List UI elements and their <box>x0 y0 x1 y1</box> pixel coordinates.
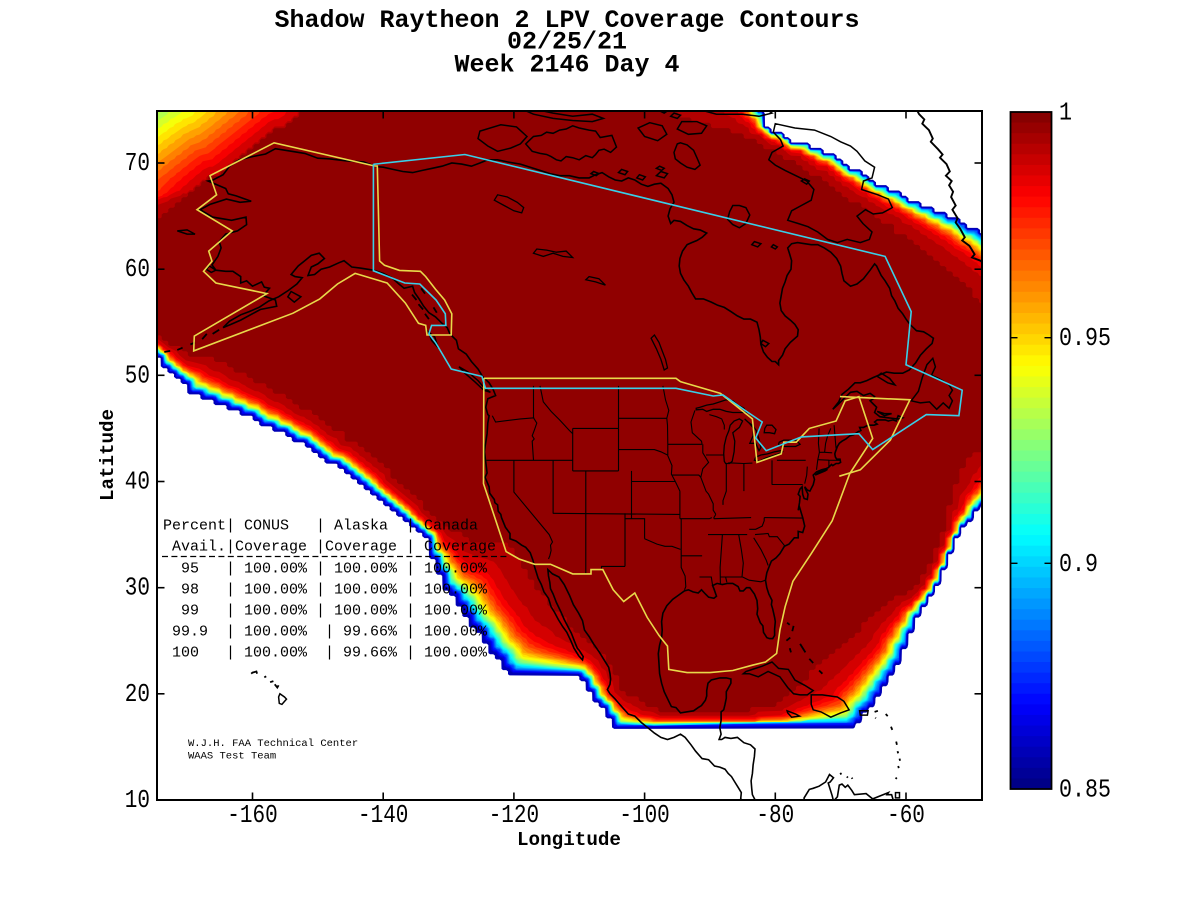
svg-text:-80: -80 <box>756 800 794 830</box>
svg-text:95 | 100.00% | 100.00% | 100: 95 | 100.00% | 100.00% | 100.00% <box>163 561 488 578</box>
svg-text:99 | 100.00% | 100.00% | 100: 99 | 100.00% | 100.00% | 100.00% <box>163 603 488 620</box>
svg-text:Latitude: Latitude <box>97 409 119 501</box>
svg-text:60: 60 <box>125 254 150 284</box>
svg-text:Percent| CONUS | Alaska | C: Percent| CONUS | Alaska | Canada <box>163 518 478 535</box>
svg-text:Week 2146 Day 4: Week 2146 Day 4 <box>455 51 680 80</box>
svg-text:02/25/21: 02/25/21 <box>507 28 627 57</box>
svg-text:40: 40 <box>125 467 150 497</box>
svg-text:98 | 100.00% | 100.00% | 100: 98 | 100.00% | 100.00% | 100.00% <box>163 582 488 599</box>
svg-text:0.9: 0.9 <box>1059 549 1098 579</box>
svg-text:-60: -60 <box>887 800 925 830</box>
svg-text:10: 10 <box>125 785 150 815</box>
svg-text:Longitude: Longitude <box>517 829 621 851</box>
svg-text:30: 30 <box>125 573 150 603</box>
svg-text:1: 1 <box>1059 98 1072 128</box>
svg-text:W.J.H. FAA Technical Center: W.J.H. FAA Technical Center <box>188 738 358 750</box>
svg-text:20: 20 <box>125 679 150 709</box>
svg-text:Shadow Raytheon 2 LPV Coverage: Shadow Raytheon 2 LPV Coverage Contours <box>275 6 860 35</box>
svg-text:0.95: 0.95 <box>1059 323 1111 353</box>
svg-text:0.85: 0.85 <box>1059 775 1111 805</box>
svg-text:WAAS Test Team: WAAS Test Team <box>188 751 276 763</box>
svg-text:50: 50 <box>125 360 150 390</box>
svg-text:70: 70 <box>125 148 150 178</box>
svg-text:100 | 100.00% | 99.66% | 10: 100 | 100.00% | 99.66% | 100.00% <box>163 645 488 662</box>
svg-text:-100: -100 <box>619 800 669 830</box>
svg-text:-160: -160 <box>227 800 277 830</box>
svg-text:-140: -140 <box>358 800 408 830</box>
svg-text:99.9 | 100.00% | 99.66% | 10: 99.9 | 100.00% | 99.66% | 100.00% <box>163 624 488 641</box>
svg-text:Avail.|Coverage |Coverage | Co: Avail.|Coverage |Coverage | Coverage <box>163 539 496 556</box>
svg-text:-120: -120 <box>489 800 539 830</box>
